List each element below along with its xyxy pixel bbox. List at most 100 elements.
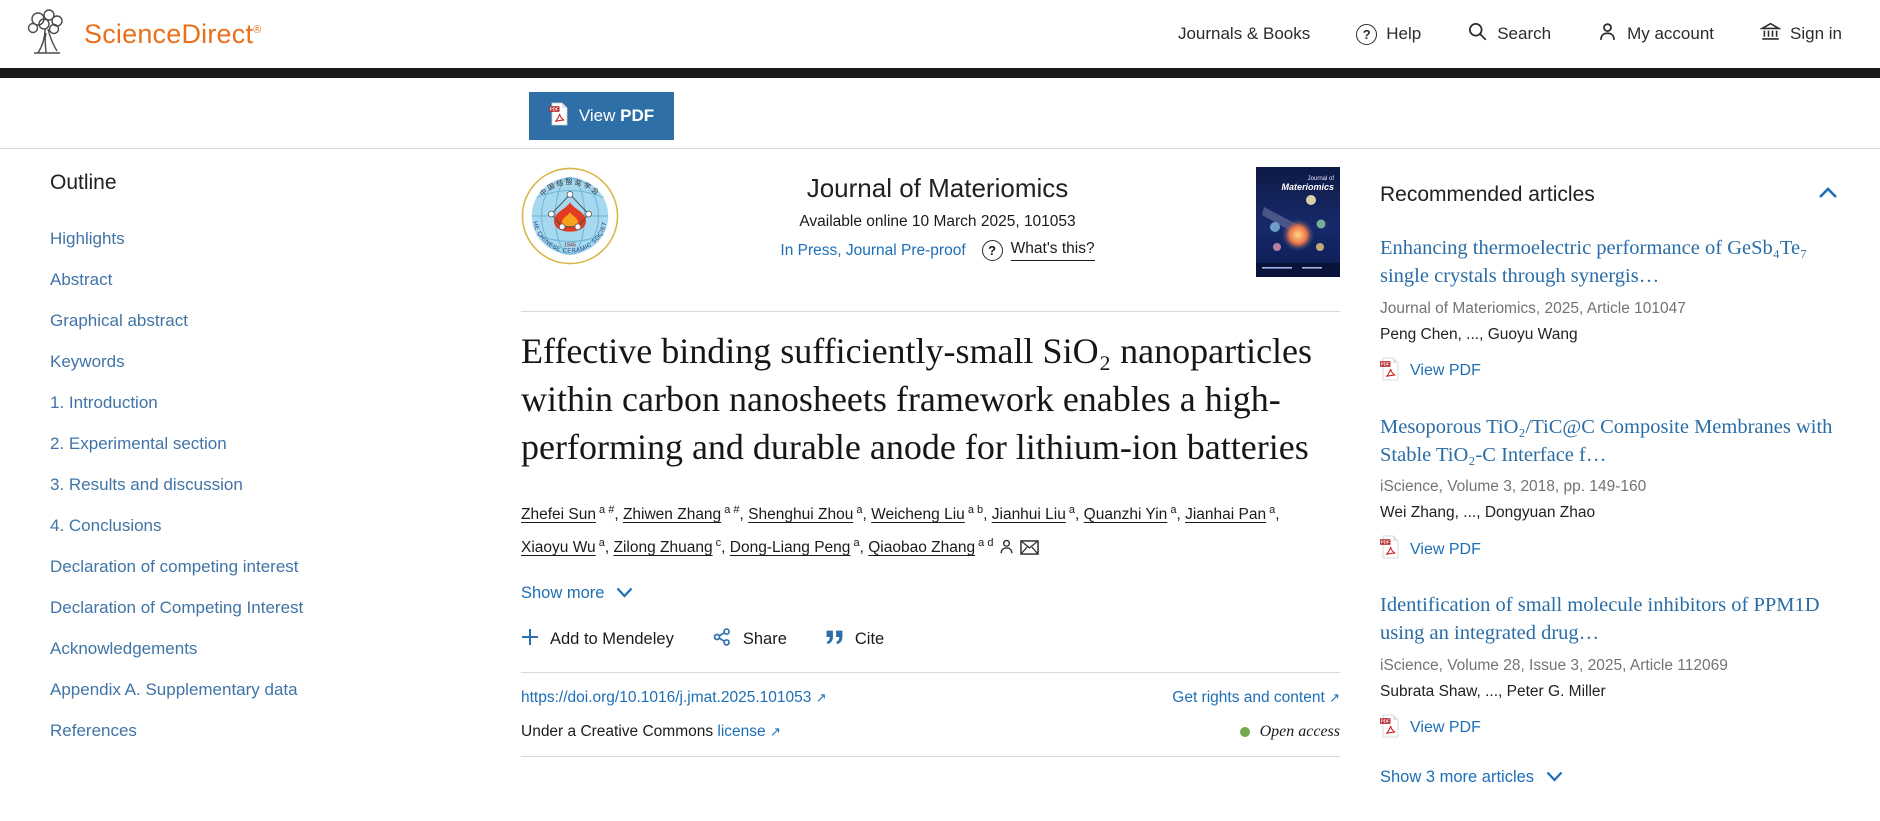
nav-search[interactable]: Search	[1467, 21, 1551, 47]
svg-text:PDF: PDF	[1381, 361, 1390, 366]
journal-cover-image[interactable]: Journal of Materiomics	[1256, 167, 1340, 277]
outline-item[interactable]: Acknowledgements	[50, 639, 198, 658]
article-title: Effective binding sufficiently-small SiO…	[521, 331, 1313, 467]
outline-title: Outline	[50, 171, 117, 194]
open-access-dot-icon	[1239, 727, 1250, 738]
recommended-article-authors: Subrata Shaw, ..., Peter G. Miller	[1380, 682, 1606, 700]
search-icon	[1467, 21, 1488, 47]
chevron-up-icon	[1818, 186, 1838, 203]
doi-link[interactable]: https://doi.org/10.1016/j.jmat.2025.1010…	[521, 689, 827, 707]
outline-item[interactable]: Appendix A. Supplementary data	[50, 680, 298, 699]
outline-item[interactable]: Highlights	[50, 229, 125, 248]
author-link[interactable]: Zilong Zhuang c	[613, 536, 722, 557]
person-icon	[993, 539, 1015, 556]
author-name: Zhefei Sun	[521, 505, 596, 523]
ceramic-society-logo: 1945 中国硅酸盐学会 THE CHINESE CERAMIC SOCIETY	[519, 163, 619, 265]
outline-item[interactable]: 2. Experimental section	[50, 434, 227, 453]
get-rights-link[interactable]: Get rights and content ↗	[1172, 689, 1340, 707]
author-list: Zhefei Sun a #, Zhiwen Zhang a #, Shengh…	[521, 503, 1280, 557]
whats-this-link[interactable]: ? What's this?	[981, 240, 1095, 261]
cite-quote-icon	[825, 629, 844, 650]
recommended-article-title[interactable]: Identification of small molecule inhibit…	[1380, 594, 1820, 645]
pdf-toolbar: PDF View PDF	[0, 78, 1880, 149]
share-icon	[712, 627, 732, 652]
in-press-link[interactable]: In Press, Journal Pre-proof	[780, 241, 966, 259]
chevron-down-icon	[1546, 768, 1563, 787]
author-link[interactable]: Qiaobao Zhang a d	[868, 537, 1040, 557]
divider	[521, 311, 1340, 312]
sciencedirect-logo[interactable]: ScienceDirect®	[24, 7, 261, 62]
view-pdf-label: View PDF	[1410, 540, 1481, 558]
view-pdf-button[interactable]: PDF View PDF	[529, 92, 674, 140]
author-link[interactable]: Zhiwen Zhang a #	[622, 503, 740, 523]
author-link[interactable]: Jianhui Liu a	[991, 503, 1076, 523]
author-name: Qiaobao Zhang	[868, 539, 976, 557]
nav-sign-in[interactable]: Sign in	[1759, 21, 1842, 47]
author-link[interactable]: Xiaoyu Wu a	[521, 536, 605, 557]
outline-item[interactable]: Declaration of competing interest	[50, 557, 299, 576]
recommended-article: Enhancing thermoelectric performance of …	[1380, 234, 1838, 386]
pdf-file-icon: PDF	[548, 102, 569, 131]
recommended-article-meta: iScience, Volume 3, 2018, pp. 149-160	[1380, 478, 1647, 496]
recommended-article-title[interactable]: Enhancing thermoelectric performance of …	[1380, 237, 1808, 288]
help-icon: ?	[1356, 23, 1378, 45]
svg-text:Journal of: Journal of	[1308, 176, 1335, 182]
outline-item[interactable]: Keywords	[50, 352, 125, 371]
outline-item[interactable]: 1. Introduction	[50, 393, 158, 412]
author-name: Jianhui Liu	[991, 505, 1066, 523]
divider	[521, 756, 1340, 758]
author-name: Jianhai Pan	[1185, 505, 1267, 523]
doi-row: https://doi.org/10.1016/j.jmat.2025.1010…	[521, 689, 1340, 707]
outline-item[interactable]: Declaration of Competing Interest	[50, 598, 304, 617]
view-pdf-label: View PDF	[1410, 719, 1481, 737]
article-actions: Add to Mendeley Share Ci	[521, 627, 1340, 652]
show-more-articles-button[interactable]: Show 3 more articles	[1380, 768, 1563, 787]
outline-item[interactable]: Graphical abstract	[50, 311, 188, 330]
question-circle-icon: ?	[981, 240, 1003, 261]
view-pdf-link[interactable]: PDF View PDF	[1380, 357, 1838, 386]
recommended-title: Recommended articles	[1380, 183, 1595, 206]
collapse-button[interactable]	[1818, 186, 1838, 204]
pdf-file-icon: PDF	[1380, 535, 1400, 564]
svg-text:Materiomics: Materiomics	[1281, 182, 1334, 192]
author-name: Zhiwen Zhang	[622, 505, 722, 523]
nav-help[interactable]: ? Help	[1356, 23, 1421, 45]
license-link[interactable]: license ↗	[717, 723, 781, 741]
external-link-icon: ↗	[769, 724, 781, 740]
author-name: Quanzhi Yin	[1083, 505, 1168, 523]
outline-item[interactable]: 4. Conclusions	[50, 516, 162, 535]
chevron-down-icon	[616, 584, 633, 603]
license-row: Under a Creative Commons license ↗ Open …	[521, 723, 1340, 741]
author-link[interactable]: Shenghui Zhou a	[748, 503, 863, 523]
recommended-header: Recommended articles	[1380, 183, 1838, 207]
share-button[interactable]: Share	[712, 627, 787, 652]
outline-item[interactable]: 3. Results and discussion	[50, 475, 243, 494]
header-nav: Journals & Books ? Help Search My accoun…	[1178, 21, 1842, 47]
show-more-button[interactable]: Show more	[521, 584, 633, 603]
svg-text:PDF: PDF	[549, 106, 558, 111]
author-name: Weicheng Liu	[871, 505, 965, 523]
journal-title-link[interactable]: Journal of Materiomics	[806, 173, 1069, 203]
status-row: In Press, Journal Pre-proof ? What's thi…	[619, 240, 1256, 261]
author-link[interactable]: Zhefei Sun a #	[521, 503, 615, 523]
author-link[interactable]: Quanzhi Yin a	[1083, 503, 1177, 523]
outline-item[interactable]: Abstract	[50, 270, 113, 289]
recommended-article: Identification of small molecule inhibit…	[1380, 591, 1838, 743]
author-link[interactable]: Dong-Liang Peng a	[729, 536, 860, 557]
view-pdf-link[interactable]: PDF View PDF	[1380, 535, 1838, 564]
author-link[interactable]: Jianhai Pan a	[1185, 503, 1276, 523]
header-divider-bar	[0, 68, 1880, 78]
svg-text:PDF: PDF	[1381, 540, 1390, 545]
outline-item[interactable]: References	[50, 721, 137, 740]
add-to-mendeley-button[interactable]: Add to Mendeley	[521, 628, 674, 651]
nav-journals-books[interactable]: Journals & Books	[1177, 24, 1311, 43]
nav-my-account[interactable]: My account	[1597, 21, 1714, 47]
recommended-article-meta: Journal of Materiomics, 2025, Article 10…	[1380, 299, 1686, 317]
view-pdf-link[interactable]: PDF View PDF	[1380, 714, 1838, 743]
person-icon	[1597, 21, 1618, 47]
cite-button[interactable]: Cite	[825, 629, 884, 650]
availability-text: Available online 10 March 2025, 101053	[799, 213, 1076, 230]
author-link[interactable]: Weicheng Liu a b	[871, 503, 984, 523]
view-pdf-label: View PDF	[1410, 362, 1481, 380]
recommended-article-title[interactable]: Mesoporous TiO₂/TiC@C Composite Membrane…	[1380, 415, 1833, 466]
